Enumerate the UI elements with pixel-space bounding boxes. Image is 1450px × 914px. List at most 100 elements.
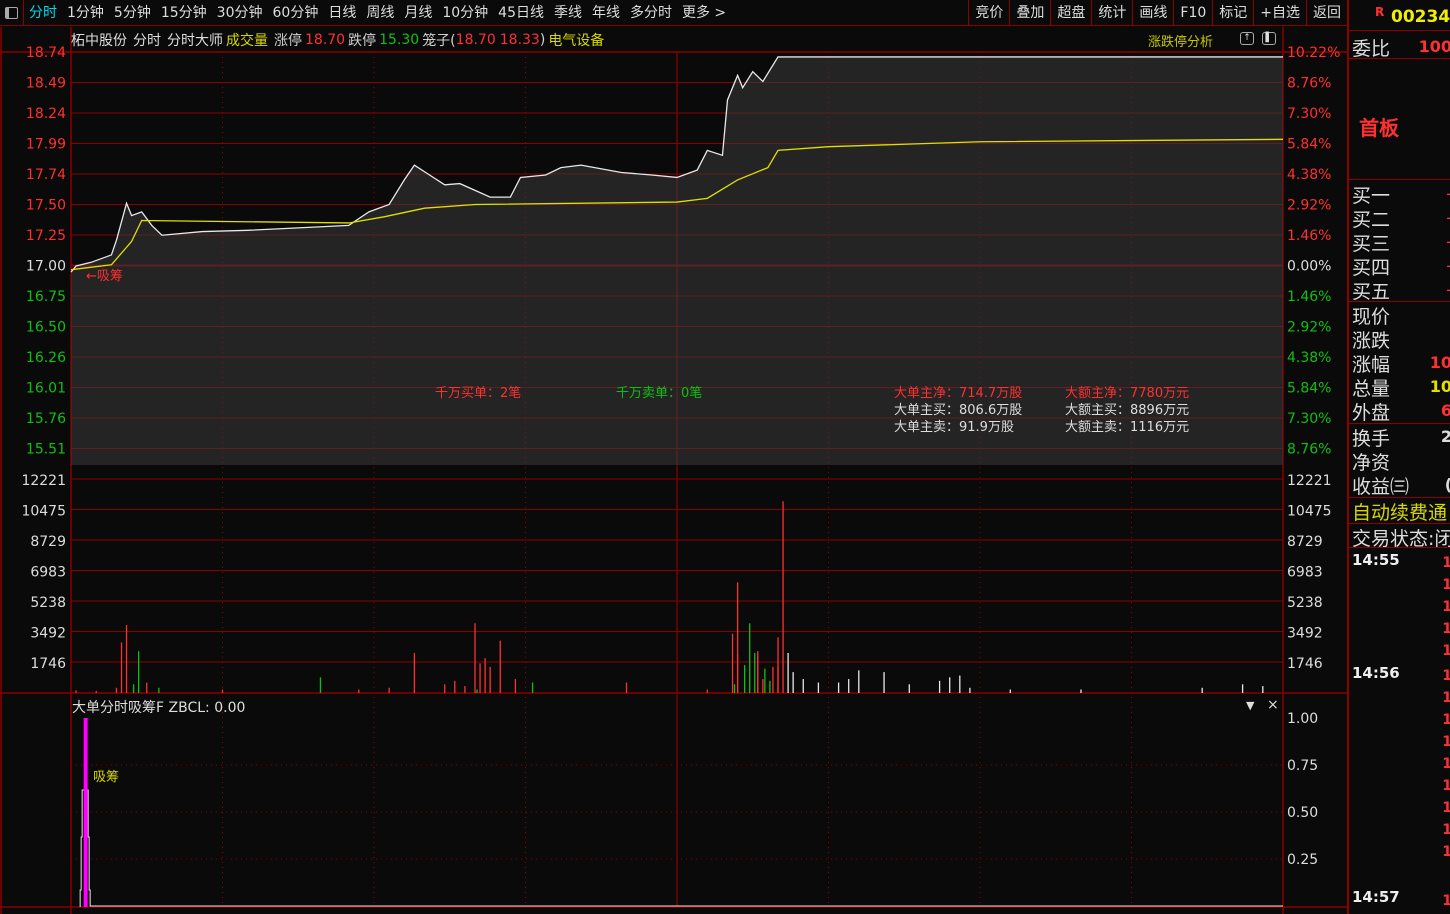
board-label: 首板: [1359, 116, 1399, 140]
big-buy-count: 千万买单：2笔: [435, 386, 522, 401]
indicator-line: [79, 789, 1283, 907]
flag-r: R: [1375, 5, 1385, 19]
volume-tick: 3492: [1287, 626, 1323, 642]
tool-button-3[interactable]: 统计: [1091, 0, 1132, 26]
tab-5[interactable]: 60分钟: [272, 4, 319, 21]
indicator-name: 大单分时吸筹F: [72, 700, 165, 716]
tool-button-7[interactable]: +自选: [1253, 0, 1306, 26]
misc-label: 换手: [1352, 428, 1391, 450]
tab-1[interactable]: 1分钟: [67, 4, 104, 21]
tab-2[interactable]: 5分钟: [113, 4, 151, 21]
pct-tick: 2.92%: [1287, 320, 1331, 336]
pct-tick: 2.92%: [1287, 198, 1331, 214]
tick-mark: 1: [1442, 844, 1450, 860]
pct-tick: 8.76%: [1287, 442, 1331, 458]
bid-mark: -: [1446, 256, 1450, 275]
price-tick: 18.74: [26, 45, 66, 61]
auto-renew-link[interactable]: 自动续费通: [1352, 502, 1448, 524]
volume-tick: 10475: [1287, 504, 1332, 520]
indicator-tick: 0.75: [1287, 758, 1318, 774]
price-tick: 17.25: [26, 228, 66, 244]
pct-tick: 1.46%: [1287, 228, 1331, 244]
cage-label: 笼子(: [422, 32, 456, 49]
bid-mark: -: [1446, 208, 1450, 227]
pct-tick: 5.84%: [1287, 137, 1331, 153]
tick-mark: 1: [1442, 734, 1450, 750]
volume-tick: 8729: [30, 534, 66, 550]
tab-13[interactable]: 多分时: [629, 4, 672, 21]
price-tick: 18.49: [26, 76, 66, 92]
tick-mark: 1: [1442, 690, 1450, 706]
pct-tick: 0.00%: [1287, 259, 1331, 275]
tab-3[interactable]: 15分钟: [160, 4, 207, 21]
volume-tick: 12221: [1287, 473, 1332, 489]
bid-mark: -: [1446, 280, 1450, 299]
tick-mark: 1: [1442, 778, 1450, 794]
quote-label: 涨幅: [1352, 354, 1391, 376]
pct-tick: 8.76%: [1287, 76, 1331, 92]
indicator-title: 大单分时吸筹F ZBCL: 0.00: [72, 697, 245, 717]
indicator-tick: 1.00: [1287, 711, 1318, 727]
price-area: [71, 56, 1283, 465]
volume-tick: 1746: [30, 656, 66, 672]
tab-7[interactable]: 周线: [366, 4, 395, 21]
tick-mark: 1: [1442, 712, 1450, 728]
price-tick: 17.00: [26, 259, 66, 275]
limit-analysis-button[interactable]: 涨跌停分析: [1148, 35, 1214, 50]
price-tick: 16.75: [26, 289, 66, 305]
tab-6[interactable]: 日线: [328, 4, 357, 21]
tab-0[interactable]: 分时: [29, 4, 57, 21]
close-icon[interactable]: ×: [1267, 697, 1279, 713]
tool-button-2[interactable]: 超盘: [1050, 0, 1091, 26]
tick-mark: 1: [1442, 599, 1450, 615]
bid-label: 买一: [1352, 185, 1391, 207]
panel-icon[interactable]: ▌: [1262, 32, 1276, 45]
sector-link[interactable]: 电气设备: [548, 32, 605, 49]
limit-up-value: 18.70: [305, 31, 346, 48]
avg-price-line: [70, 138, 1284, 271]
flow-stat: 大单主净：714.7万股: [894, 386, 1023, 401]
sidebar-toggle-button[interactable]: [0, 0, 24, 26]
tick-mark: 1: [1442, 621, 1450, 637]
tab-10[interactable]: 45日线: [498, 4, 544, 21]
upload-icon[interactable]: ↑: [1240, 32, 1254, 45]
limit-down-label: 跌停: [348, 32, 377, 49]
tab-8[interactable]: 月线: [404, 4, 433, 21]
price-tick: 16.50: [26, 320, 66, 336]
tick-mark: 1: [1442, 822, 1450, 838]
tab-12[interactable]: 年线: [591, 4, 620, 21]
tick-mark: 1: [1442, 756, 1450, 772]
signal-bar: [83, 718, 88, 907]
intraday-chart[interactable]: 18.74 10.22% 18.49 8.76% 18.24 7.30% 17.99 5.84…: [0, 0, 1347, 914]
flow-stat: 大单主卖：91.9万股: [894, 420, 1014, 435]
tab-14[interactable]: 更多 >: [681, 4, 727, 21]
tool-button-1[interactable]: 叠加: [1009, 0, 1050, 26]
misc-value: (: [1445, 475, 1450, 494]
volume-tick: 6983: [1287, 565, 1323, 581]
price-tick: 17.99: [26, 137, 66, 153]
tool-button-8[interactable]: 返回: [1306, 0, 1347, 26]
price-tick: 16.26: [26, 350, 66, 366]
tab-9[interactable]: 10分钟: [442, 4, 489, 21]
tool-button-0[interactable]: 竞价: [968, 0, 1009, 26]
tool-button-4[interactable]: 画线: [1132, 0, 1173, 26]
mode-label[interactable]: 分时: [133, 32, 161, 49]
dropdown-icon[interactable]: ▼: [1246, 699, 1255, 712]
flow-stat: 大额主卖：1116万元: [1065, 420, 1190, 435]
volume-tick: 5238: [1287, 595, 1323, 611]
pct-tick: 10.22%: [1287, 45, 1340, 61]
tab-11[interactable]: 季线: [553, 4, 582, 21]
pct-tick: 1.46%: [1287, 289, 1331, 305]
bid-mark: -: [1446, 232, 1450, 251]
tool-label[interactable]: 分时大师: [167, 32, 223, 49]
stock-name: 柘中股份: [71, 32, 127, 49]
price-tick: 17.50: [26, 198, 66, 214]
bid-label: 买四: [1352, 257, 1391, 279]
absorb-marker: ←吸筹: [86, 269, 123, 284]
indicator-select[interactable]: 成交量: [226, 32, 268, 49]
tool-button-6[interactable]: 标记: [1212, 0, 1253, 26]
tool-button-5[interactable]: F10: [1173, 0, 1212, 26]
tick-mark: 1: [1442, 577, 1450, 593]
tab-4[interactable]: 30分钟: [216, 4, 263, 21]
flow-stat: 大额主买：8896万元: [1065, 403, 1190, 418]
